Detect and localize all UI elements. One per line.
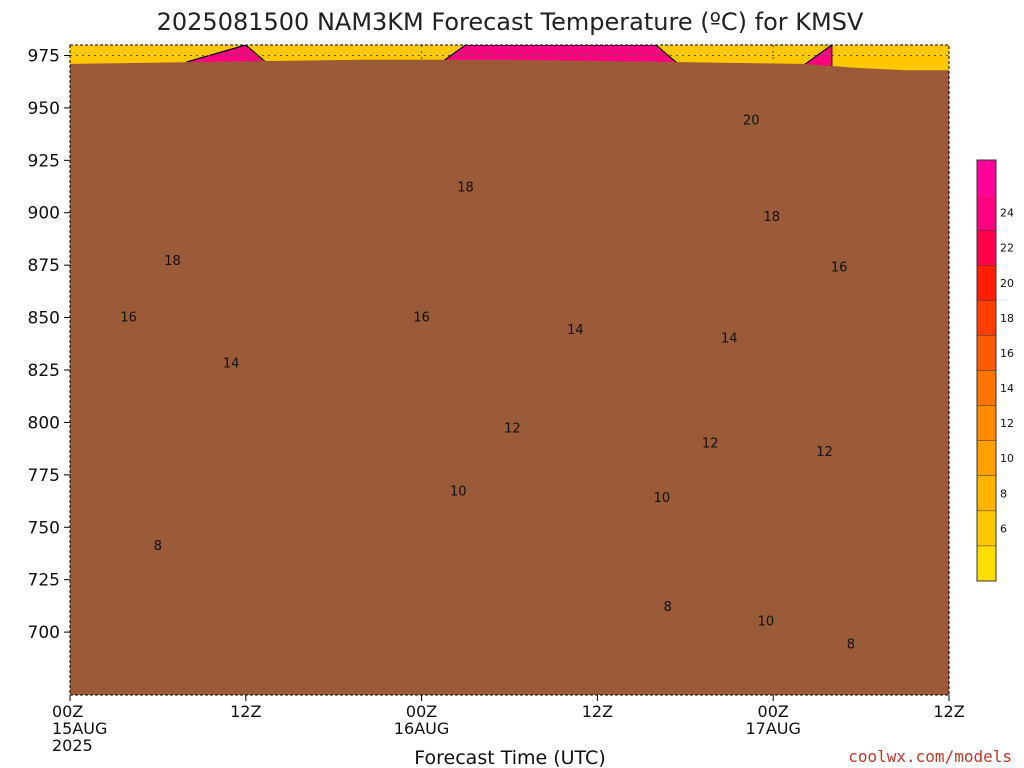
contour-label: 16 — [120, 311, 137, 326]
x-tick-label: 2025 — [52, 736, 93, 755]
credit-link[interactable]: coolwx.com/models — [848, 747, 1012, 766]
y-tick-label: 925 — [28, 151, 60, 171]
colorbar-segment — [977, 195, 996, 231]
contour-label: 18 — [164, 254, 181, 269]
contour-label: 10 — [654, 491, 671, 506]
colorbar-segment — [977, 440, 996, 476]
x-tick-label: 00Z — [758, 702, 789, 721]
x-tick-label: 12Z — [582, 702, 613, 721]
colorbar-segment — [977, 160, 996, 196]
contour-label: 16 — [831, 260, 848, 275]
colorbar: 6 8 10 12 14 16 18 20 22 24 — [976, 159, 1014, 582]
y-tick-label: 900 — [28, 204, 60, 224]
contour-label: 14 — [223, 357, 240, 372]
colorbar-label: 10 — [1000, 452, 1014, 465]
y-tick-label: 750 — [28, 518, 60, 538]
y-tick-label: 775 — [28, 466, 60, 486]
contour-label: 20 — [743, 113, 760, 128]
y-tick-label: 700 — [28, 623, 60, 643]
contour-label: 8 — [847, 638, 855, 653]
contour-label: 8 — [154, 539, 162, 554]
x-tick-label: 12Z — [933, 702, 964, 721]
colorbar-segment — [977, 475, 996, 511]
surface-terrain — [70, 59, 949, 695]
colorbar-label: 12 — [1000, 417, 1014, 430]
contour-label: 14 — [567, 323, 584, 338]
colorbar-segment — [977, 265, 996, 301]
colorbar-label: 16 — [1000, 347, 1014, 360]
x-tick-label: 12Z — [230, 702, 261, 721]
contour-label: 10 — [758, 615, 775, 630]
x-tick-label: 00Z — [52, 702, 83, 721]
x-tick-label: 00Z — [406, 702, 437, 721]
colorbar-label: 22 — [1000, 242, 1014, 255]
contour-label: 8 — [664, 600, 672, 615]
colorbar-label: 24 — [1000, 207, 1014, 220]
y-tick-label: 825 — [28, 361, 60, 381]
colorbar-label: 20 — [1000, 277, 1014, 290]
colorbar-segment — [977, 370, 996, 406]
colorbar-segment — [977, 335, 996, 371]
colorbar-segment — [977, 510, 996, 546]
colorbar-segment — [977, 300, 996, 336]
y-tick-label: 975 — [28, 46, 60, 66]
y-tick-label: 850 — [28, 309, 60, 329]
chart-title: 2025081500 NAM3KM Forecast Temperature (… — [157, 8, 864, 36]
y-tick-label: 800 — [28, 413, 60, 433]
y-tick-label: 725 — [28, 571, 60, 591]
colorbar-label: 14 — [1000, 382, 1014, 395]
colorbar-label: 18 — [1000, 312, 1014, 325]
contour-label: 12 — [702, 436, 719, 451]
y-tick-label: 950 — [28, 99, 60, 119]
y-tick-label: 875 — [28, 256, 60, 276]
x-tick-label: 17AUG — [745, 719, 800, 738]
colorbar-segment — [977, 230, 996, 266]
contour-label: 14 — [721, 332, 738, 347]
plot-area — [70, 45, 949, 695]
colorbar-label: 8 — [1000, 487, 1007, 500]
x-tick-label: 16AUG — [394, 719, 449, 738]
contour-label: 18 — [763, 210, 780, 225]
x-tick-label: 15AUG — [52, 719, 107, 738]
colorbar-label: 6 — [1000, 522, 1007, 535]
colorbar-segment — [977, 545, 996, 581]
contour-label: 12 — [504, 422, 521, 437]
x-axis-label: Forecast Time (UTC) — [414, 747, 605, 768]
contour-label: 12 — [816, 445, 833, 460]
contour-label: 18 — [457, 181, 474, 196]
contour-label: 10 — [450, 485, 467, 500]
contour-label: 16 — [413, 311, 430, 326]
colorbar-segment — [977, 405, 996, 441]
